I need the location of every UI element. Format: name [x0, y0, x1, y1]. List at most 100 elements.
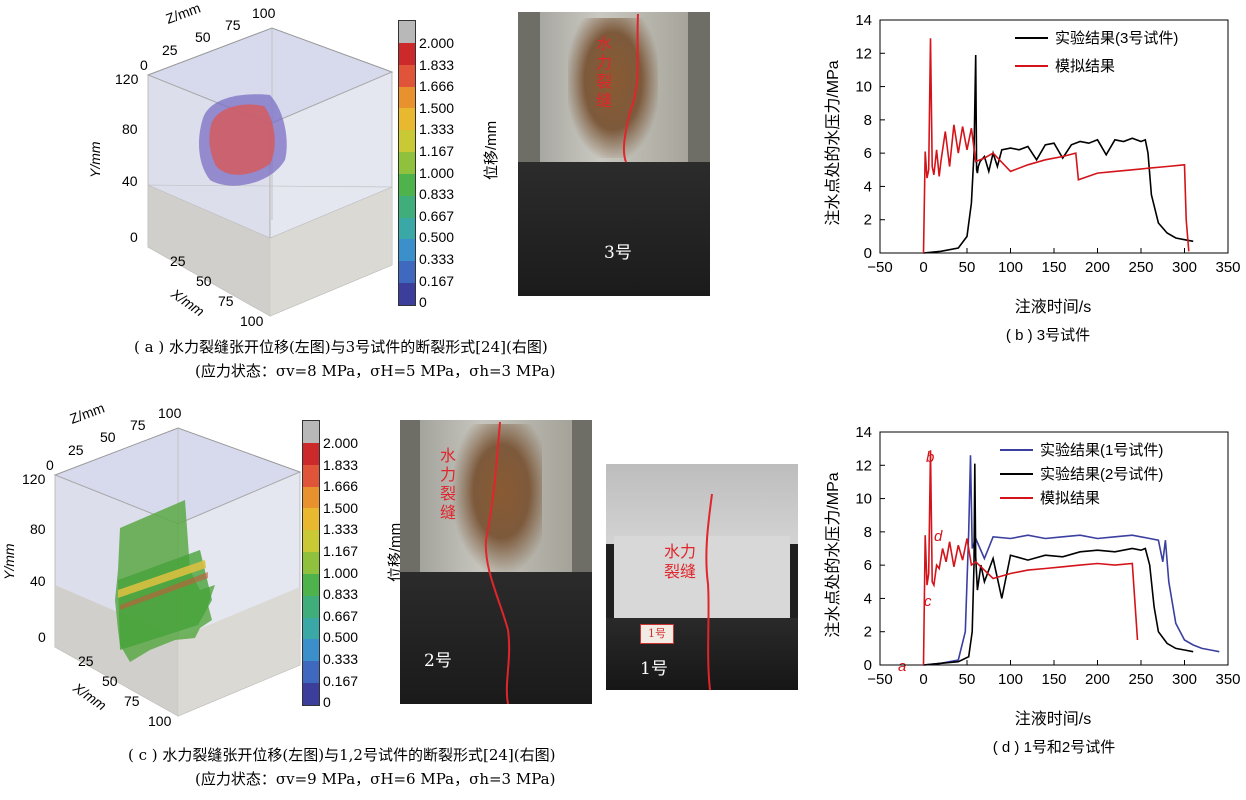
z-tick-c: 75: [130, 417, 146, 433]
origin-zero-c: 0: [46, 457, 54, 473]
y-axis-label-c: Y/mm: [1, 543, 17, 580]
colorbar-a: [398, 20, 416, 306]
legend-entry-b1: 实验结果(3号试件): [1055, 30, 1178, 47]
colorbar-segment: [399, 21, 415, 43]
colorbar-ticks-a: 2.000 1.833 1.666 1.500 1.333 1.167 1.000 0.833…: [419, 35, 455, 311]
colorbar-segment: [399, 261, 415, 284]
chart-d-y-tick-label: 2: [864, 624, 872, 641]
y-tick-c: 0: [38, 629, 46, 645]
z-tick-c: 50: [100, 429, 116, 445]
x-axis-label-d: 注液时间/s: [1015, 710, 1091, 728]
colorbar-segment: [399, 86, 415, 109]
chart-b-x-tick-label: 250: [1128, 259, 1153, 276]
z-axis-label-c: Z/mm: [68, 400, 107, 427]
chart-d-y-tick-label: 6: [864, 557, 872, 574]
colorbar-segment: [399, 64, 415, 87]
chart-b-y-tick-label: 0: [864, 245, 872, 262]
cube-plot-c: Z/mm 25 50 75 100 0 120 80 40 0 Y/mm 25 …: [1, 400, 302, 729]
x-tick-a: 25: [170, 253, 186, 269]
chart-d-y-tick-label: 14: [855, 424, 872, 441]
chart-d-x-tick-label: 0: [919, 671, 927, 688]
chart-d-y-tick-label: 8: [864, 524, 872, 541]
legend-entry-b2: 模拟结果: [1055, 58, 1115, 75]
colorbar-segment: [399, 130, 415, 153]
y-axis-label-b: 注水点处的水压力/MPa: [824, 60, 842, 225]
caption-c-line1: ( c ) 水力裂缝张开位移(左图)与1,2号试件的断裂形式[24](右图): [128, 746, 556, 764]
colorbar-segment: [303, 486, 319, 509]
colorbar-segment: [303, 661, 319, 684]
z-tick-a: 50: [195, 29, 211, 45]
z-tick-a: 100: [252, 5, 276, 21]
legend-entry-d3: 模拟结果: [1040, 490, 1100, 507]
caption-c-line2: (应力状态：σv=9 MPa，σH=6 MPa，σh=3 MPa): [195, 770, 556, 788]
annotation-c: c: [924, 593, 932, 610]
chart-b-x-tick-label: 50: [959, 259, 976, 276]
chart-d-x-tick-label: 100: [998, 671, 1023, 688]
colorbar-segment: [399, 152, 415, 174]
chart-d: 注水点处的水压力/MPa 注液时间/s ( d ) 1号和2号试件 实验结果(1…: [824, 424, 1240, 756]
z-axis-label-a: Z/mm: [164, 0, 203, 27]
chart-b-x-tick-label: 200: [1085, 259, 1110, 276]
y-tick-c: 120: [22, 471, 46, 487]
chart-d-x-tick-label: 150: [1041, 671, 1066, 688]
z-tick-a: 75: [225, 17, 241, 33]
chart-b-series-line-1: [923, 54, 1194, 254]
x-tick-c: 100: [148, 713, 172, 729]
colorbar-segment: [303, 442, 319, 465]
colorbar-segment: [399, 108, 415, 131]
z-tick-a: 25: [162, 42, 178, 58]
x-tick-a: 75: [218, 293, 234, 309]
chart-b-y-tick-label: 6: [864, 145, 872, 162]
chart-b-series-line-2: [922, 38, 1190, 254]
y-tick-a: 120: [115, 71, 139, 87]
colorbar-label-a: 位移/mm: [483, 120, 500, 180]
colorbar-ticks-c: 2.000 1.833 1.666 1.500 1.333 1.167 1.000 0.833…: [323, 435, 359, 711]
legend-entry-d1: 实验结果(1号试件): [1040, 442, 1163, 459]
colorbar-segment: [303, 617, 319, 640]
colorbar-segment: [303, 639, 319, 662]
chart-b-x-tick-label: −50: [867, 259, 892, 276]
specimen-2-photo: 水力裂缝 2号: [400, 420, 592, 704]
chart-d-y-tick-label: 10: [855, 491, 872, 508]
chart-b-y-tick-label: 10: [855, 79, 872, 96]
colorbar-segment: [303, 464, 319, 487]
photo-label-1: 1号: [640, 659, 668, 679]
chart-d-x-tick-label: −50: [867, 671, 892, 688]
chart-b-y-tick-label: 8: [864, 112, 872, 129]
specimen-3-photo: 水力裂缝 3号: [518, 12, 710, 296]
z-tick-c: 25: [68, 442, 84, 458]
chart-b-y-tick-label: 2: [864, 212, 872, 229]
chart-d-y-tick-label: 12: [855, 457, 872, 474]
x-tick-c: 50: [102, 673, 118, 689]
colorbar-segment: [303, 552, 319, 574]
chart-d-y-tick-label: 4: [864, 590, 872, 607]
chart-b-x-tick-label: 350: [1215, 259, 1240, 276]
legend-b: 实验结果(3号试件) 模拟结果: [1015, 30, 1178, 75]
colorbar-segment: [303, 683, 319, 705]
chart-b-y-tick-label: 12: [855, 45, 872, 62]
colorbar-segment: [399, 217, 415, 240]
chart-b-y-tick-label: 14: [855, 12, 872, 29]
colorbar-segment: [399, 239, 415, 262]
specimen-1-photo: 1号 水力裂缝 1号: [606, 464, 798, 690]
specimen-1-tag: 1号: [640, 624, 674, 644]
crack-label-3: 水力裂缝: [596, 34, 613, 110]
chart-d-x-tick-label: 350: [1215, 671, 1240, 688]
chart-b-x-tick-label: 0: [919, 259, 927, 276]
chart-b-y-tick-label: 4: [864, 178, 872, 195]
y-tick-a: 0: [130, 229, 138, 245]
crack-label-1: 水力裂缝: [664, 542, 697, 581]
y-tick-c: 40: [30, 573, 46, 589]
chart-d-y-tick-label: 0: [864, 657, 872, 674]
y-tick-a: 40: [122, 173, 138, 189]
colorbar-segment: [303, 595, 319, 618]
legend-entry-d2: 实验结果(2号试件): [1040, 466, 1163, 483]
annotation-d: d: [934, 528, 943, 545]
colorbar-segment: [303, 573, 319, 596]
chart-b-x-tick-label: 150: [1041, 259, 1066, 276]
colorbar-segment: [303, 421, 319, 443]
chart-b-x-tick-label: 100: [998, 259, 1023, 276]
photo-label-3: 3号: [604, 243, 632, 263]
caption-d: ( d ) 1号和2号试件: [993, 739, 1116, 756]
